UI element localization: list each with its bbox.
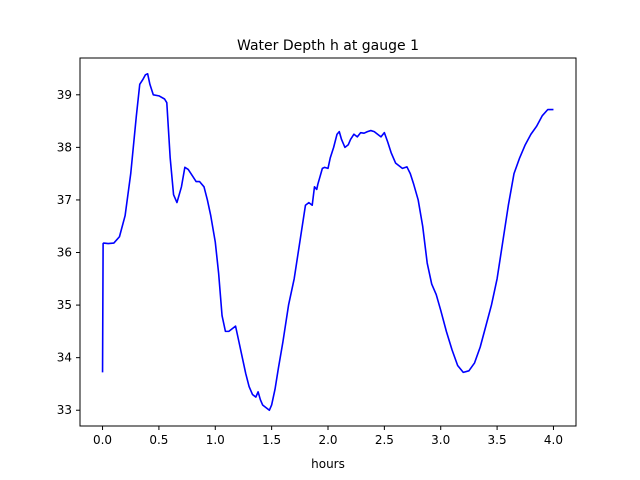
y-axis: 33 34 35 36 37 38 39 bbox=[57, 88, 80, 417]
y-tick-label: 34 bbox=[57, 351, 72, 365]
y-tick-label: 33 bbox=[57, 403, 72, 417]
x-tick-label: 2.5 bbox=[375, 433, 394, 447]
x-tick-label: 3.0 bbox=[431, 433, 450, 447]
plot-area bbox=[101, 72, 554, 412]
x-tick-label: 1.0 bbox=[206, 433, 225, 447]
y-tick-label: 39 bbox=[57, 88, 72, 102]
x-tick-label: 3.5 bbox=[488, 433, 507, 447]
x-tick-label: 0.5 bbox=[149, 433, 168, 447]
x-axis-label: hours bbox=[311, 457, 345, 471]
y-tick-label: 36 bbox=[57, 246, 72, 260]
y-tick-label: 35 bbox=[57, 298, 72, 312]
chart-title: Water Depth h at gauge 1 bbox=[237, 38, 419, 54]
x-axis: 0.0 0.5 1.0 1.5 2.0 2.5 3.0 3.5 4.0 bbox=[93, 426, 563, 447]
plot-frame bbox=[79, 57, 577, 427]
x-tick-label: 4.0 bbox=[544, 433, 563, 447]
series-line-0 bbox=[101, 72, 554, 412]
y-tick-label: 37 bbox=[57, 193, 72, 207]
x-tick-label: 0.0 bbox=[93, 433, 112, 447]
x-tick-label: 1.5 bbox=[262, 433, 281, 447]
x-tick-label: 2.0 bbox=[318, 433, 337, 447]
y-tick-label: 38 bbox=[57, 140, 72, 154]
